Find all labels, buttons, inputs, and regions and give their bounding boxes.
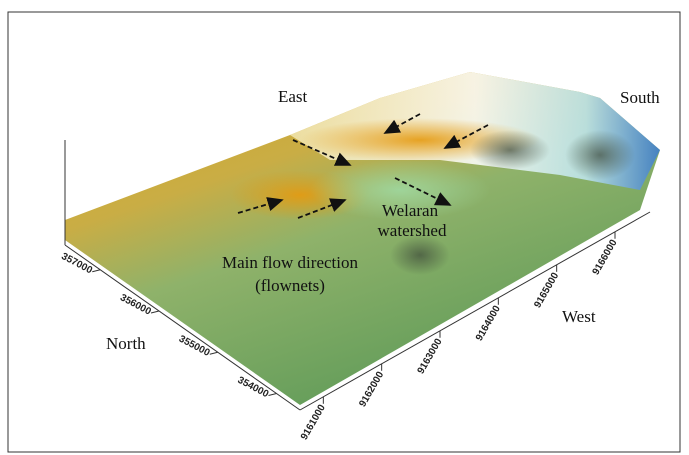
direction-label: North	[106, 334, 146, 353]
annotation: watershed	[378, 221, 447, 240]
flow-arrow	[443, 124, 489, 149]
flow-arrow	[383, 113, 421, 134]
tick-mark	[150, 310, 160, 314]
flow-arrow	[394, 177, 452, 206]
tick-mark	[209, 351, 218, 355]
axis	[64, 244, 301, 411]
tick-mark	[268, 393, 277, 396]
flow-arrow	[292, 139, 352, 166]
frame	[7, 11, 681, 453]
annotation: (flownets)	[255, 276, 325, 295]
annotation: Welaran	[382, 201, 439, 220]
direction-label: South	[620, 88, 660, 107]
annotation: Main flow direction	[222, 253, 358, 272]
surface-shade	[470, 130, 550, 170]
direction-label: East	[278, 87, 308, 106]
surface-shade	[390, 235, 450, 275]
surface-shade	[565, 130, 635, 180]
flow-arrow	[297, 198, 347, 219]
direction-label: West	[562, 307, 596, 326]
axis	[299, 211, 651, 411]
tick-mark	[92, 269, 101, 273]
